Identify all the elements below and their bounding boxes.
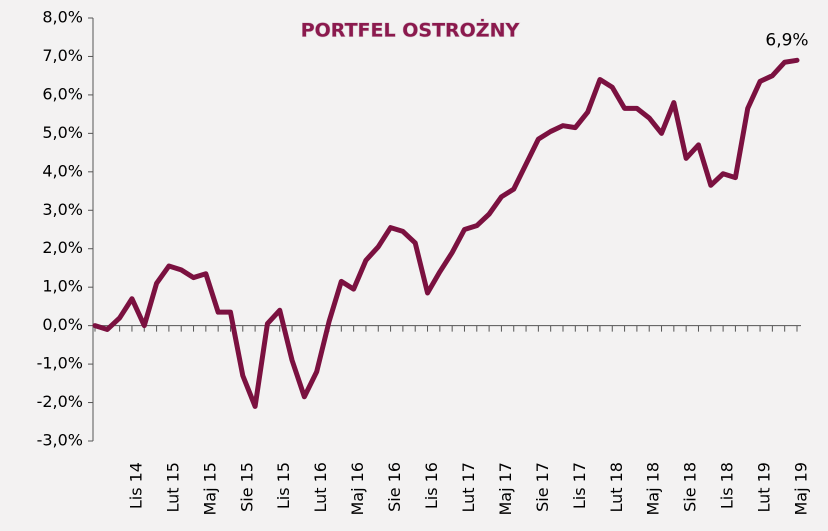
x-tick-label: Lut 16 <box>311 462 330 513</box>
x-tick-label: Maj 15 <box>200 462 219 516</box>
y-tick-label: 8,0% <box>42 8 83 27</box>
line <box>92 57 800 409</box>
y-tick-label: -3,0% <box>37 431 83 450</box>
data-label: 6,9% <box>765 30 808 50</box>
x-tick-label: Lis 18 <box>718 462 737 509</box>
y-tick-label: -1,0% <box>37 354 83 373</box>
y-tick-label: 1,0% <box>42 277 83 296</box>
x-tick-label: Lis 17 <box>570 462 589 509</box>
x-tick-label: Sie 16 <box>385 462 404 512</box>
y-tick-label: 3,0% <box>42 200 83 219</box>
y-tick-label: 0,0% <box>42 315 83 334</box>
x-tick-label: Sie 15 <box>237 462 256 512</box>
y-tick-label: 4,0% <box>42 161 83 180</box>
x-tick-label: Maj 18 <box>644 462 663 516</box>
x-tick-label: Maj 19 <box>792 462 811 516</box>
x-tick-label: Lis 15 <box>274 462 293 509</box>
y-tick-label: -2,0% <box>37 392 83 411</box>
y-tick-label: 7,0% <box>42 46 83 65</box>
y-tick-label: 6,0% <box>42 84 83 103</box>
x-tick-label: Lut 18 <box>607 462 626 513</box>
x-tick-label: Lut 17 <box>459 462 478 513</box>
x-tick-label: Lut 15 <box>163 462 182 513</box>
x-tick-label: Lis 14 <box>126 462 145 509</box>
x-tick-label: Maj 17 <box>496 462 515 516</box>
y-tick-label: 2,0% <box>42 238 83 257</box>
y-tick-label: 5,0% <box>42 123 83 142</box>
x-tick-label: Sie 17 <box>533 462 552 512</box>
chart-title: PORTFEL OSTROŻNY <box>301 18 520 42</box>
x-tick-label: Lis 16 <box>422 462 441 509</box>
x-tick-label: Lut 19 <box>755 462 774 513</box>
x-tick-label: Sie 18 <box>681 462 700 512</box>
x-tick-label: Maj 16 <box>348 462 367 516</box>
